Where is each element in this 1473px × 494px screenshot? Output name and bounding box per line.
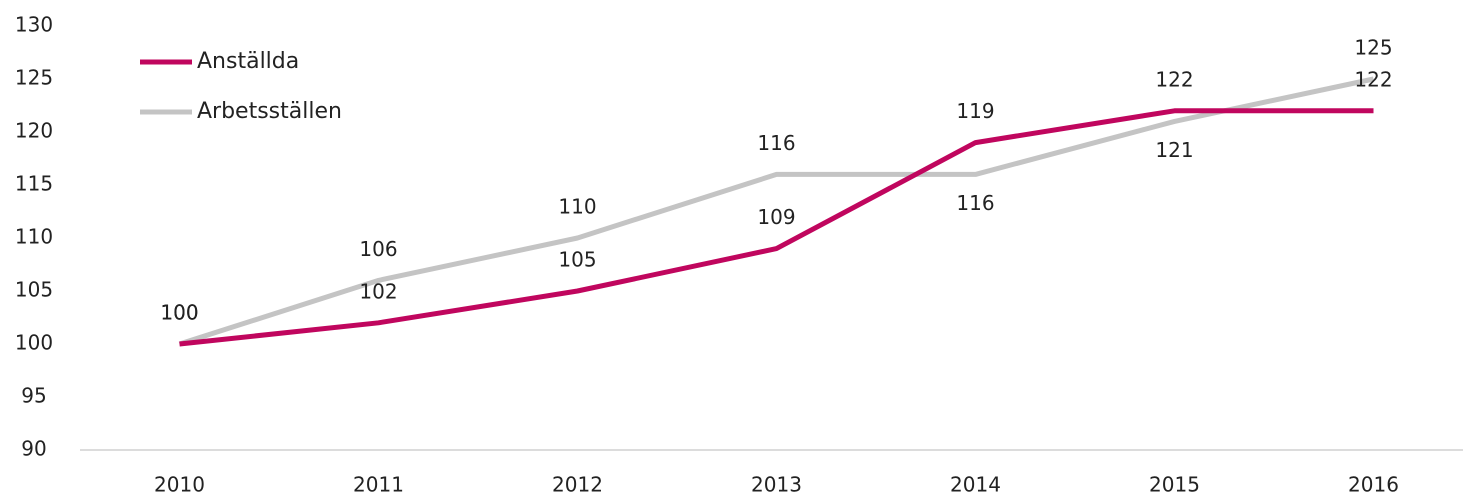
y-tick-label: 125: [15, 66, 53, 90]
y-tick-label: 100: [15, 331, 53, 355]
y-tick-label: 90: [21, 437, 46, 461]
data-label: 105: [558, 248, 596, 272]
x-tick-label: 2013: [751, 473, 802, 494]
data-label: 102: [359, 279, 397, 303]
line: [178, 76, 1375, 347]
x-tick-label: 2014: [950, 473, 1001, 494]
x-tick-label: 2011: [353, 473, 404, 494]
x-tick-label: 2012: [552, 473, 603, 494]
data-label: 106: [359, 237, 397, 261]
data-label: 100: [160, 301, 198, 325]
y-tick-label: 120: [15, 119, 53, 143]
data-label: 125: [1354, 36, 1392, 60]
line: [179, 108, 1374, 347]
y-tick-label: 130: [15, 13, 53, 37]
y-tick-label: 95: [21, 384, 46, 408]
data-label: 110: [558, 195, 596, 219]
x-tick-label: 2016: [1348, 473, 1399, 494]
data-label: 119: [956, 99, 994, 123]
legend-label: Arbetsställen: [197, 99, 342, 124]
x-tick-label: 2015: [1149, 473, 1200, 494]
y-tick-label: 115: [15, 172, 53, 196]
y-tick-label: 110: [15, 225, 53, 249]
x-tick-label: 2010: [154, 473, 205, 494]
data-label: 109: [757, 205, 795, 229]
data-label: 116: [757, 131, 795, 155]
y-tick-label: 105: [15, 278, 53, 302]
data-label: 122: [1354, 67, 1392, 91]
legend-label: Anställda: [197, 49, 299, 74]
data-label: 100: [160, 301, 198, 325]
data-label: 122: [1155, 67, 1193, 91]
data-label: 121: [1155, 138, 1193, 162]
data-label: 116: [956, 191, 994, 215]
